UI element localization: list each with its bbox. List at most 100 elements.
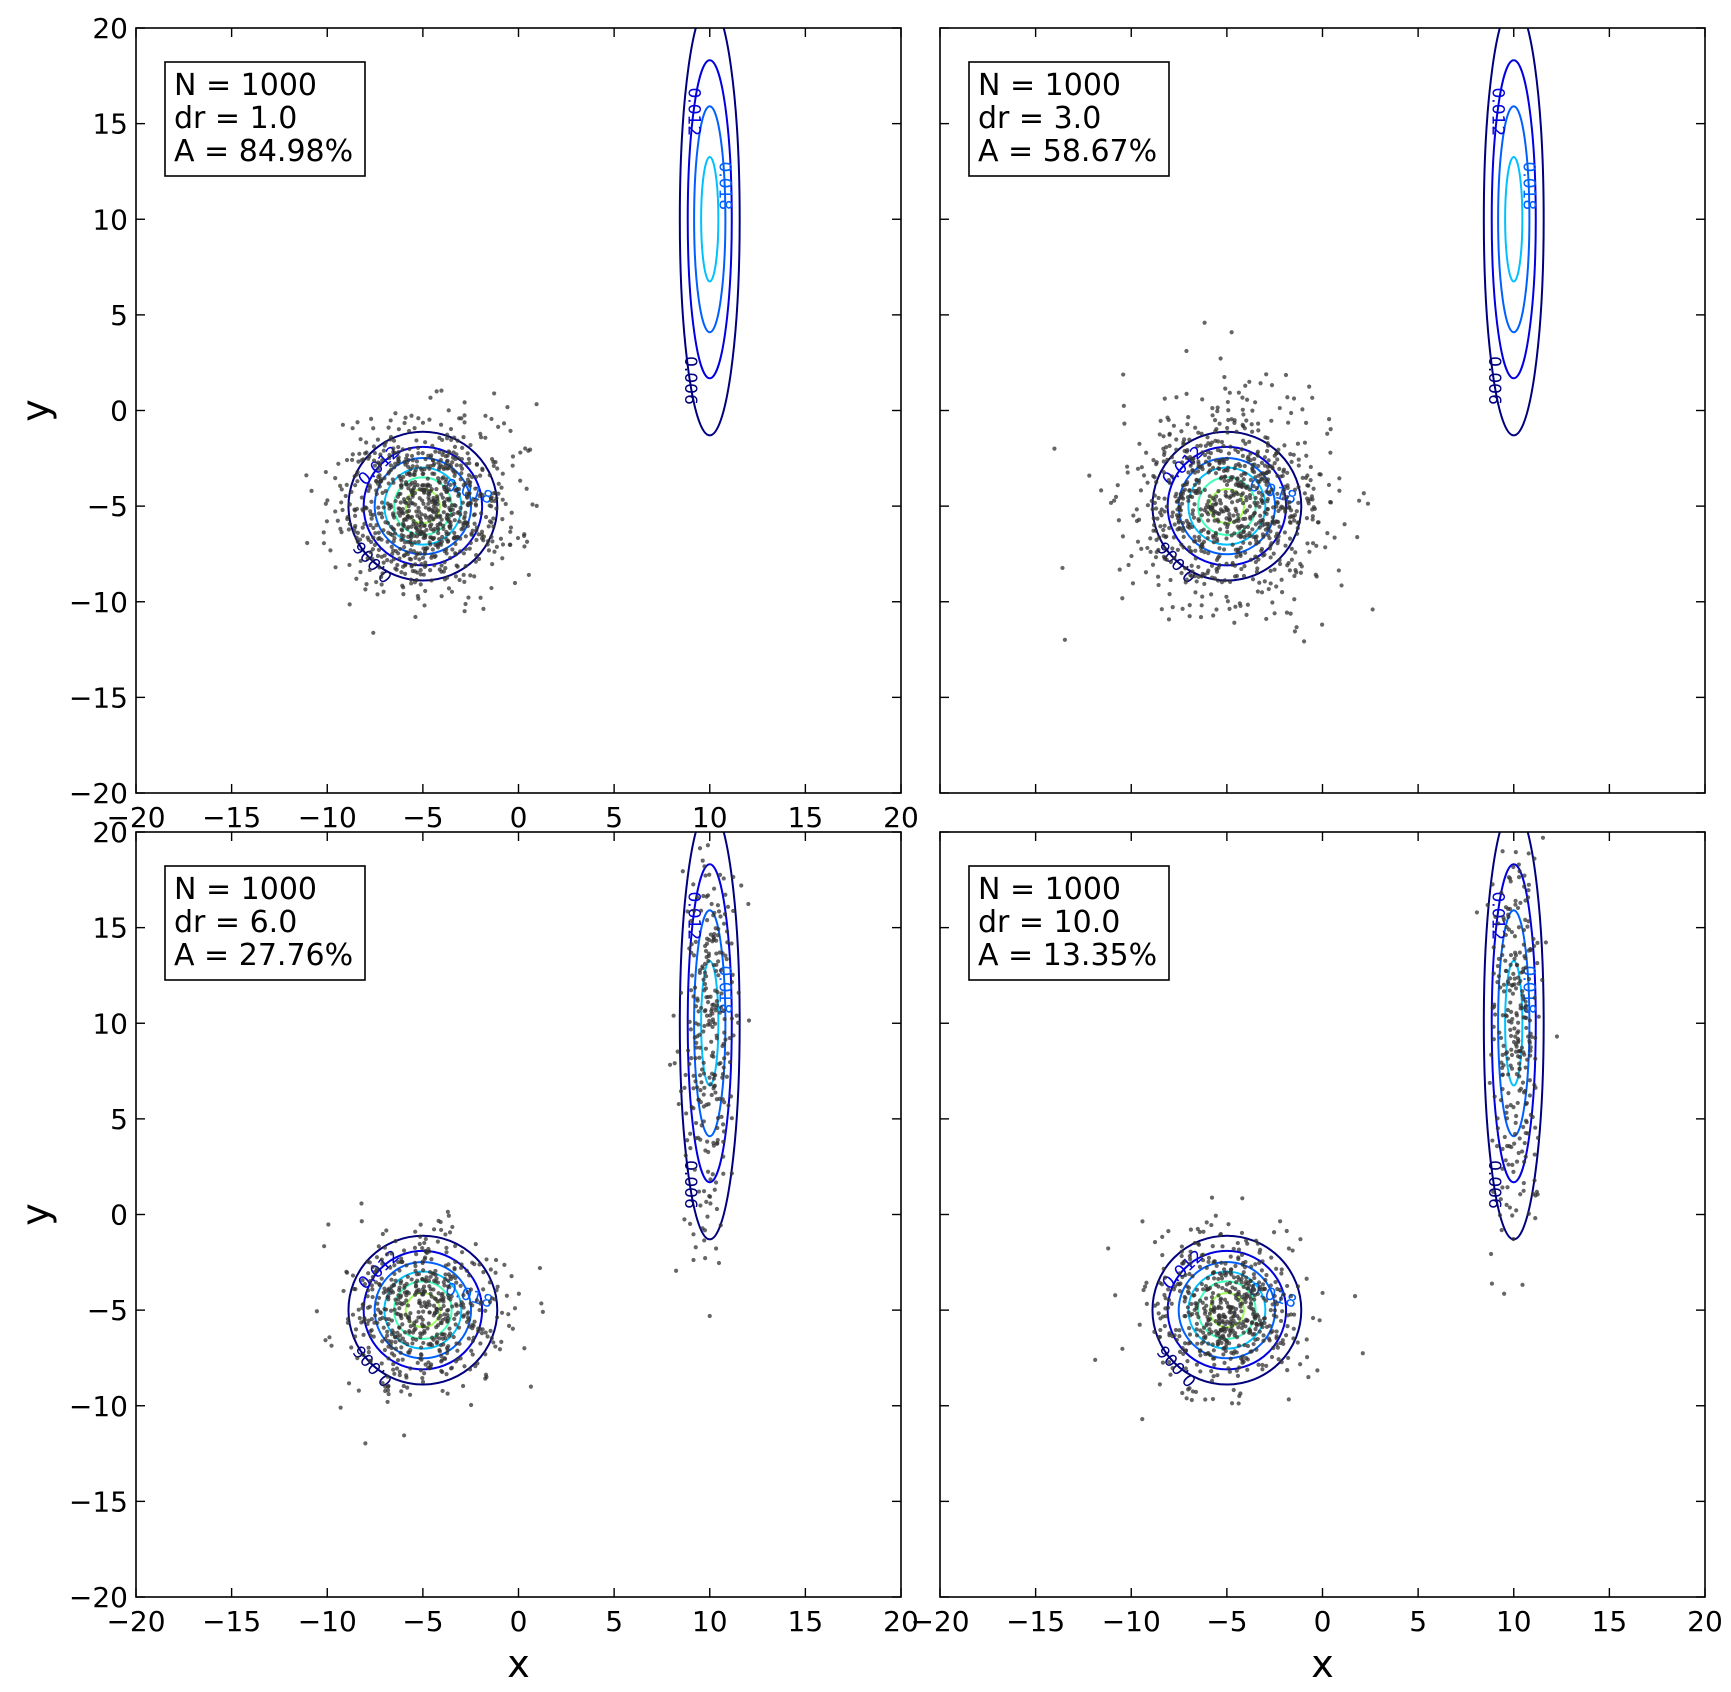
data-point <box>713 1180 719 1185</box>
data-point <box>1314 574 1319 579</box>
data-point <box>388 463 394 468</box>
data-point <box>1177 1349 1183 1354</box>
data-point <box>1206 1259 1211 1264</box>
data-point <box>1257 1250 1262 1255</box>
data-point <box>1138 488 1144 493</box>
data-point <box>1190 494 1195 500</box>
data-point <box>392 527 397 532</box>
data-point <box>364 440 369 445</box>
data-point <box>1496 956 1502 961</box>
data-point <box>431 504 436 509</box>
data-point <box>461 1293 466 1298</box>
data-point <box>1188 1340 1193 1345</box>
data-point <box>1229 1272 1234 1277</box>
data-point <box>1234 429 1239 434</box>
data-point <box>1226 1366 1231 1371</box>
data-point <box>1260 1282 1266 1287</box>
data-point <box>1162 1292 1167 1298</box>
data-point <box>1186 1325 1192 1331</box>
data-point <box>441 510 446 515</box>
x-tick-label: 0 <box>510 801 528 834</box>
data-point <box>1155 574 1161 579</box>
annotation-dr: dr = 3.0 <box>978 101 1101 136</box>
data-point <box>380 1261 385 1266</box>
data-point <box>1158 1327 1163 1333</box>
data-point <box>1495 980 1500 985</box>
data-point <box>721 1129 727 1134</box>
data-point <box>537 1265 543 1271</box>
data-point <box>1192 502 1197 507</box>
data-point <box>718 1223 723 1228</box>
data-point <box>1194 1362 1199 1367</box>
data-point <box>711 1086 716 1091</box>
data-point <box>392 1263 397 1268</box>
data-point <box>395 1330 400 1335</box>
data-point <box>1310 395 1315 400</box>
data-point <box>1182 1313 1187 1319</box>
data-point <box>1197 1264 1203 1270</box>
data-point <box>446 1333 452 1338</box>
data-point <box>400 1357 405 1362</box>
data-point <box>411 485 417 491</box>
data-point <box>397 556 402 561</box>
data-point <box>1180 460 1185 465</box>
data-point <box>397 1373 402 1378</box>
data-point <box>353 523 358 529</box>
data-point <box>456 1325 462 1330</box>
data-point <box>346 1381 352 1386</box>
data-point <box>708 1082 713 1087</box>
data-point <box>713 1090 718 1095</box>
data-point <box>1156 495 1161 501</box>
data-point <box>717 1010 723 1015</box>
data-point <box>404 1281 409 1286</box>
data-point <box>421 572 426 577</box>
data-point <box>458 1283 463 1288</box>
data-point <box>707 1022 712 1027</box>
data-point <box>1206 551 1211 556</box>
data-point <box>723 1037 728 1042</box>
data-point <box>1236 449 1241 455</box>
data-point <box>1170 474 1175 479</box>
data-point <box>440 1388 445 1394</box>
data-point <box>1508 879 1513 884</box>
data-point <box>414 552 419 557</box>
data-point <box>1145 503 1150 508</box>
data-point <box>413 555 418 560</box>
data-point <box>494 544 500 549</box>
data-point <box>399 528 405 533</box>
data-point <box>1310 497 1315 502</box>
data-point <box>1214 1263 1219 1268</box>
data-point <box>333 565 338 570</box>
data-point <box>1255 449 1260 454</box>
data-point <box>1197 486 1202 491</box>
data-point <box>720 1075 725 1080</box>
data-point <box>466 501 471 506</box>
data-point <box>725 904 731 909</box>
data-point <box>452 518 457 523</box>
data-point <box>688 1145 693 1151</box>
data-point <box>1152 1329 1157 1335</box>
data-point <box>687 946 692 951</box>
data-point <box>437 435 442 440</box>
data-point <box>1062 637 1068 642</box>
data-point <box>483 1372 489 1377</box>
data-point <box>1245 1357 1250 1362</box>
data-point <box>1489 1281 1495 1286</box>
data-point <box>1209 592 1214 597</box>
data-point <box>491 1340 496 1345</box>
data-point <box>388 531 393 537</box>
data-point <box>452 444 458 449</box>
data-point <box>1112 498 1117 503</box>
data-point <box>393 1278 398 1283</box>
data-point <box>1243 1238 1249 1243</box>
data-point <box>1305 483 1310 488</box>
data-point <box>382 476 387 481</box>
data-point <box>1185 1359 1190 1364</box>
data-point <box>1232 466 1237 471</box>
data-point <box>1245 1367 1250 1372</box>
data-point <box>530 502 535 507</box>
data-point <box>427 1310 432 1315</box>
data-point <box>435 494 440 499</box>
data-point <box>1264 511 1269 516</box>
